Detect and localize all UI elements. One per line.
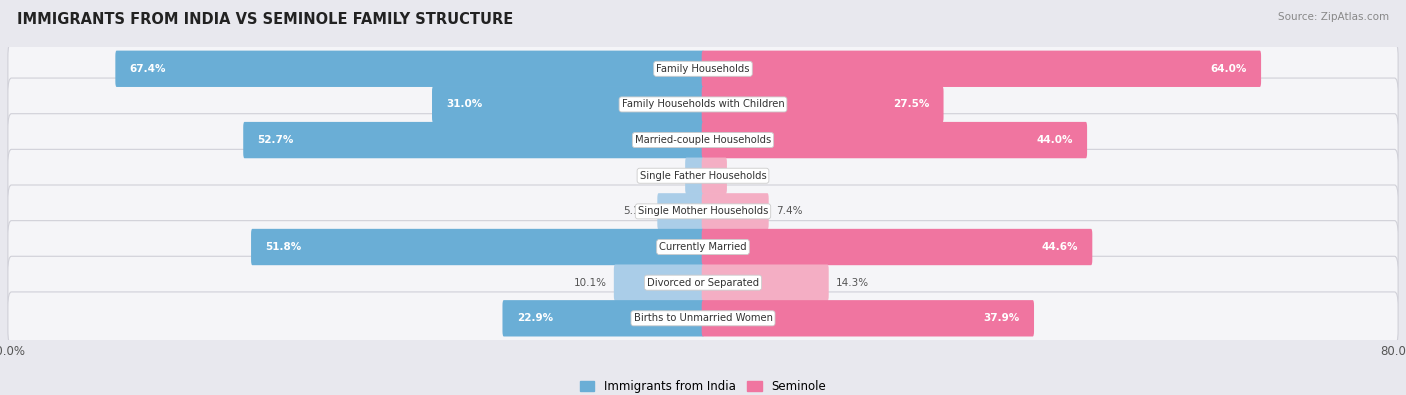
Text: 7.4%: 7.4% xyxy=(776,206,803,216)
FancyBboxPatch shape xyxy=(8,221,1398,273)
Text: 14.3%: 14.3% xyxy=(837,278,869,288)
Text: 10.1%: 10.1% xyxy=(574,278,606,288)
FancyBboxPatch shape xyxy=(702,265,828,301)
FancyBboxPatch shape xyxy=(685,158,704,194)
Text: Divorced or Separated: Divorced or Separated xyxy=(647,278,759,288)
Text: Single Father Households: Single Father Households xyxy=(640,171,766,181)
Text: 2.6%: 2.6% xyxy=(734,171,761,181)
Text: 52.7%: 52.7% xyxy=(257,135,294,145)
FancyBboxPatch shape xyxy=(115,51,704,87)
Text: 37.9%: 37.9% xyxy=(983,313,1019,324)
Text: 31.0%: 31.0% xyxy=(446,100,482,109)
FancyBboxPatch shape xyxy=(8,42,1398,95)
FancyBboxPatch shape xyxy=(702,51,1261,87)
Text: Source: ZipAtlas.com: Source: ZipAtlas.com xyxy=(1278,12,1389,22)
Legend: Immigrants from India, Seminole: Immigrants from India, Seminole xyxy=(575,376,831,395)
Text: Currently Married: Currently Married xyxy=(659,242,747,252)
Text: 27.5%: 27.5% xyxy=(893,100,929,109)
Text: 1.9%: 1.9% xyxy=(651,171,678,181)
FancyBboxPatch shape xyxy=(658,193,704,229)
FancyBboxPatch shape xyxy=(8,185,1398,238)
FancyBboxPatch shape xyxy=(8,149,1398,202)
FancyBboxPatch shape xyxy=(702,158,727,194)
FancyBboxPatch shape xyxy=(8,78,1398,131)
Text: 22.9%: 22.9% xyxy=(517,313,553,324)
Text: 44.0%: 44.0% xyxy=(1036,135,1073,145)
FancyBboxPatch shape xyxy=(702,300,1033,337)
Text: Births to Unmarried Women: Births to Unmarried Women xyxy=(634,313,772,324)
FancyBboxPatch shape xyxy=(243,122,704,158)
Text: 67.4%: 67.4% xyxy=(129,64,166,74)
FancyBboxPatch shape xyxy=(432,86,704,122)
Text: IMMIGRANTS FROM INDIA VS SEMINOLE FAMILY STRUCTURE: IMMIGRANTS FROM INDIA VS SEMINOLE FAMILY… xyxy=(17,12,513,27)
Text: 51.8%: 51.8% xyxy=(266,242,302,252)
Text: 64.0%: 64.0% xyxy=(1211,64,1247,74)
Text: 5.1%: 5.1% xyxy=(623,206,650,216)
Text: 44.6%: 44.6% xyxy=(1042,242,1078,252)
Text: Married-couple Households: Married-couple Households xyxy=(636,135,770,145)
FancyBboxPatch shape xyxy=(702,193,769,229)
FancyBboxPatch shape xyxy=(252,229,704,265)
Text: Single Mother Households: Single Mother Households xyxy=(638,206,768,216)
FancyBboxPatch shape xyxy=(614,265,704,301)
FancyBboxPatch shape xyxy=(702,122,1087,158)
FancyBboxPatch shape xyxy=(702,229,1092,265)
FancyBboxPatch shape xyxy=(702,86,943,122)
FancyBboxPatch shape xyxy=(8,292,1398,345)
Text: Family Households: Family Households xyxy=(657,64,749,74)
FancyBboxPatch shape xyxy=(8,256,1398,309)
FancyBboxPatch shape xyxy=(8,114,1398,166)
FancyBboxPatch shape xyxy=(502,300,704,337)
Text: Family Households with Children: Family Households with Children xyxy=(621,100,785,109)
